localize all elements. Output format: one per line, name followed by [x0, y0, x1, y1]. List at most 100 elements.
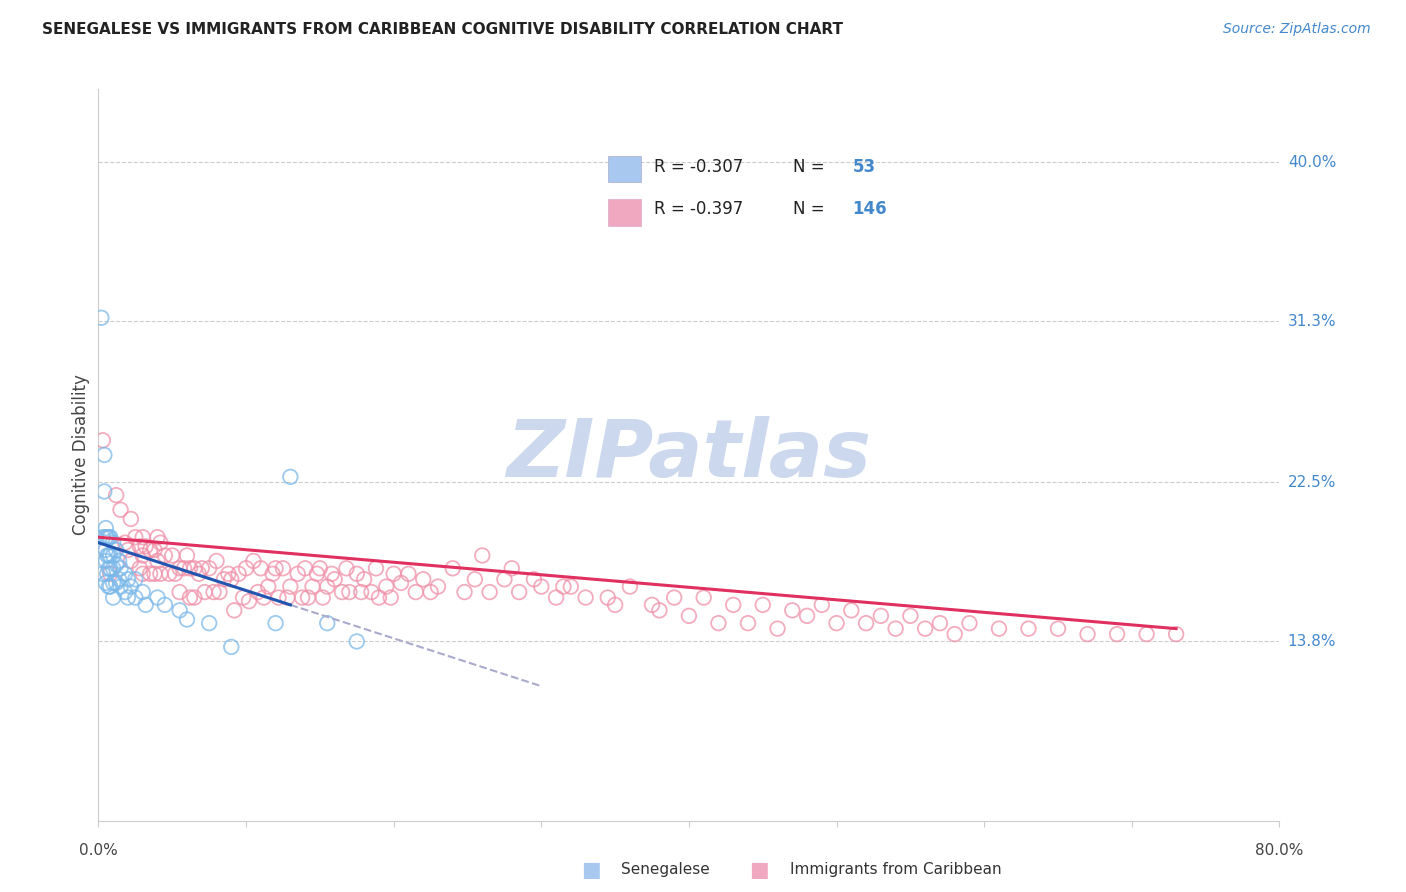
Point [855, 616, 877, 631]
Point [959, 616, 981, 631]
Point [323, 572, 346, 586]
Point [153, 598, 176, 612]
Point [105, 488, 128, 502]
Point [441, 561, 464, 575]
Point [246, 585, 269, 599]
Point [1017, 622, 1039, 636]
Point [737, 616, 759, 631]
Point [94, 576, 117, 591]
Point [105, 543, 128, 558]
Point [124, 591, 146, 605]
Point [176, 613, 198, 627]
Y-axis label: Cognitive Disability: Cognitive Disability [72, 375, 90, 535]
Point [198, 561, 221, 575]
Point [117, 572, 139, 586]
Point [110, 580, 132, 594]
Text: 40.0%: 40.0% [1288, 155, 1336, 169]
Point [412, 572, 434, 586]
Point [337, 585, 360, 599]
Point [523, 572, 546, 586]
Text: 31.3%: 31.3% [1288, 314, 1337, 329]
Point [94, 530, 117, 544]
Point [93, 484, 115, 499]
Point [219, 572, 242, 586]
Point [309, 561, 332, 575]
Point [93, 448, 115, 462]
Point [162, 549, 183, 563]
Point [405, 585, 427, 599]
Point [108, 572, 131, 586]
Point [321, 566, 343, 581]
Point [316, 580, 339, 594]
Point [264, 561, 287, 575]
Point [110, 561, 132, 575]
Text: SENEGALESE VS IMMIGRANTS FROM CARIBBEAN COGNITIVE DISABILITY CORRELATION CHART: SENEGALESE VS IMMIGRANTS FROM CARIBBEAN … [42, 22, 844, 37]
Text: 13.8%: 13.8% [1288, 634, 1336, 649]
Point [250, 561, 273, 575]
Point [90, 310, 112, 325]
Text: Source: ZipAtlas.com: Source: ZipAtlas.com [1223, 22, 1371, 37]
Point [128, 539, 150, 553]
Point [146, 591, 169, 605]
Point [825, 616, 848, 631]
Point [914, 622, 936, 636]
Point [810, 598, 832, 612]
Point [91, 434, 114, 448]
Point [219, 640, 242, 654]
Point [173, 561, 195, 575]
Point [124, 530, 146, 544]
Point [380, 591, 402, 605]
Point [183, 561, 205, 575]
Point [271, 561, 294, 575]
Point [208, 585, 231, 599]
Point [796, 608, 818, 623]
Point [301, 580, 323, 594]
Point [103, 576, 125, 591]
Point [267, 591, 290, 605]
Point [928, 616, 950, 631]
Point [191, 561, 214, 575]
Point [721, 598, 744, 612]
Point [782, 603, 804, 617]
Point [751, 598, 773, 612]
Point [103, 591, 125, 605]
Text: N =: N = [793, 200, 824, 218]
Point [198, 616, 221, 631]
Point [228, 566, 250, 581]
Point [139, 543, 162, 558]
Point [224, 603, 246, 617]
Point [382, 566, 405, 581]
Point [364, 561, 387, 575]
Point [139, 566, 162, 581]
Point [128, 561, 150, 575]
Point [103, 561, 125, 575]
Point [1164, 627, 1187, 641]
Point [257, 580, 280, 594]
Point [97, 549, 120, 563]
Point [884, 622, 907, 636]
Text: 146: 146 [852, 200, 887, 218]
Point [179, 591, 201, 605]
Point [560, 580, 582, 594]
Point [396, 566, 419, 581]
Point [453, 585, 475, 599]
Point [98, 580, 121, 594]
Point [494, 572, 516, 586]
Point [98, 549, 121, 563]
Point [294, 561, 316, 575]
Point [312, 591, 335, 605]
Point [103, 535, 125, 549]
Point [253, 591, 276, 605]
Point [305, 566, 328, 581]
Point [114, 566, 136, 581]
Point [574, 591, 596, 605]
Point [205, 554, 228, 568]
Point [464, 572, 486, 586]
Point [232, 591, 254, 605]
Point [110, 503, 132, 517]
Point [262, 566, 284, 581]
Point [544, 591, 567, 605]
Point [641, 598, 664, 612]
Point [368, 591, 391, 605]
Point [350, 585, 373, 599]
